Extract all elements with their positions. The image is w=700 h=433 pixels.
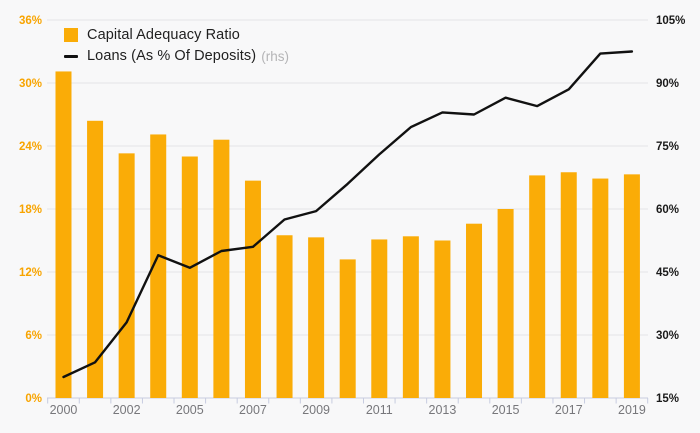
bar-series-swatch-icon (64, 28, 78, 42)
x-axis-label: 2011 (366, 403, 393, 417)
right-axis-label: 30% (656, 330, 679, 342)
bar-2013 (434, 240, 451, 398)
left-axis-label: 6% (25, 330, 42, 342)
right-axis-label: 105% (656, 15, 685, 27)
bar-2016 (529, 175, 546, 398)
bar-2004 (150, 134, 167, 398)
legend-label: Capital Adequacy Ratio (87, 27, 240, 43)
bar-2017 (560, 172, 577, 398)
loans-deposits-line (62, 50, 634, 379)
bar-2008 (276, 235, 293, 398)
left-axis-label: 0% (25, 393, 42, 405)
bar-2009 (308, 237, 325, 398)
bar-2010 (339, 259, 356, 398)
x-axis-label: 2013 (429, 403, 457, 417)
right-axis-label: 75% (656, 141, 679, 153)
x-axis-label: 2015 (492, 403, 520, 417)
x-axis-label: 2002 (113, 403, 141, 417)
bar-2006 (213, 139, 230, 398)
bar-2014 (466, 223, 483, 398)
x-axis-label: 2000 (50, 403, 78, 417)
left-axis-label: 24% (19, 141, 42, 153)
x-axis-label: 2017 (555, 403, 583, 417)
x-axis-label: 2007 (239, 403, 267, 417)
bar-2002 (118, 153, 135, 398)
right-axis-label: 90% (656, 78, 679, 90)
bar-2007 (244, 180, 261, 398)
right-axis-label: 45% (656, 267, 679, 279)
bar-2012 (402, 236, 419, 398)
bar-2011 (371, 239, 388, 398)
x-axis-label: 2019 (618, 403, 646, 417)
x-axis-label: 2005 (176, 403, 204, 417)
legend: Capital Adequacy Ratio Loans (As % Of De… (64, 27, 289, 64)
legend-label: Loans (As % Of Deposits) (87, 48, 257, 64)
bar-2000 (55, 71, 72, 398)
legend-item-capital-adequacy-ratio: Capital Adequacy Ratio (64, 27, 289, 43)
bar-2015 (497, 209, 514, 398)
bar-2019 (623, 174, 640, 398)
right-axis-label: 60% (656, 204, 679, 216)
left-axis-label: 12% (19, 267, 42, 279)
left-axis-label: 30% (19, 78, 42, 90)
x-axis-label: 2009 (302, 403, 330, 417)
bar-2001 (87, 120, 104, 399)
legend-rhs-note: (rhs) (261, 48, 289, 64)
bar-2005 (181, 156, 198, 398)
left-axis-label: 36% (19, 15, 42, 27)
line-series-swatch-icon (64, 54, 78, 58)
left-axis-label: 18% (19, 204, 42, 216)
right-axis-label: 15% (656, 393, 679, 405)
legend-item-loans-deposits: Loans (As % Of Deposits) (rhs) (64, 48, 289, 64)
bar-2018 (592, 178, 609, 398)
